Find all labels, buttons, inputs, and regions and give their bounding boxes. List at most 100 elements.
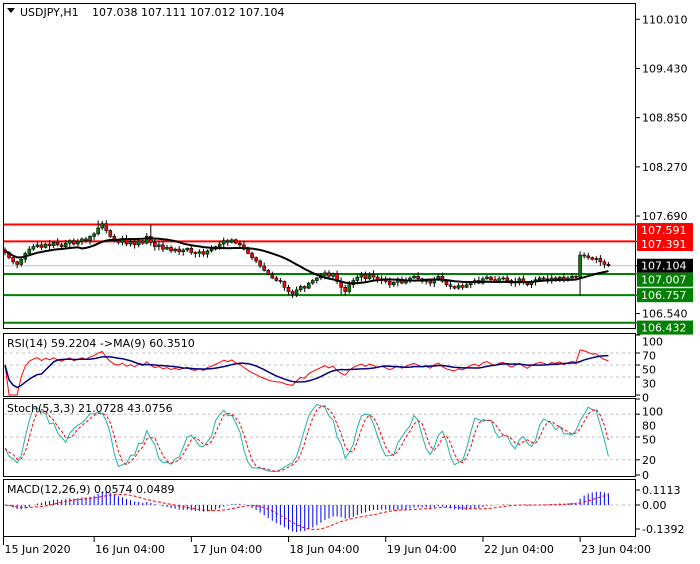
bull-candle (51, 242, 56, 247)
bear-candle (193, 252, 198, 254)
bear-candle (169, 247, 173, 252)
bull-candle (306, 282, 311, 289)
bull-candle (558, 276, 562, 280)
level-price-box (637, 272, 693, 287)
macd-signal-line (4, 494, 609, 530)
bull-candle (43, 243, 48, 248)
bear-candle (116, 240, 121, 243)
bear-candle (274, 277, 279, 281)
axis-tick-label: 30 (642, 378, 656, 391)
bear-candle (282, 281, 287, 288)
bear-candle (541, 277, 546, 280)
time-label: 16 Jun 04:00 (95, 543, 165, 556)
bear-candle (582, 254, 586, 257)
ohlc-values: 107.038 107.111 107.012 107.104 (92, 6, 284, 19)
bull-candle (197, 251, 202, 254)
bear-candle (590, 257, 595, 260)
axis-tick-label: 100 (642, 406, 663, 419)
bear-candle (598, 258, 603, 263)
axis-tick-label: 0.00 (642, 499, 667, 512)
bear-candle (460, 285, 465, 288)
bear-candle (72, 240, 76, 245)
rsi-title: RSI(14) 59.2204 ->MA(9) 60.3510 (7, 337, 195, 350)
current-price-box (637, 258, 693, 273)
rsi-plot (4, 349, 635, 396)
bear-candle (505, 277, 510, 281)
bear-candle (553, 277, 558, 280)
price-tick-label: 108.850 (642, 112, 688, 125)
bear-candle (270, 274, 275, 279)
bear-candle (262, 265, 267, 271)
bear-candle (84, 238, 88, 241)
price-tick-label: 106.540 (642, 308, 688, 321)
bull-candle (144, 236, 149, 244)
bull-candle (76, 241, 80, 245)
bear-candle (250, 253, 254, 258)
macd-title: MACD(12,26,9) 0.0574 0.0489 (7, 483, 175, 496)
bear-candle (448, 284, 453, 287)
bear-candle (104, 223, 109, 231)
bear-candle (371, 274, 376, 278)
bull-candle (537, 277, 542, 280)
bear-candle (153, 242, 157, 247)
bull-candle (367, 274, 372, 280)
bear-candle (290, 291, 295, 295)
bull-candle (19, 258, 24, 265)
bull-candle (100, 223, 104, 229)
bear-candle (238, 242, 242, 246)
axis-tick-label: 80 (642, 420, 656, 433)
axis-tick-label: 100 (642, 336, 663, 349)
bear-candle (225, 240, 230, 243)
bull-candle (217, 243, 222, 247)
bear-candle (416, 275, 420, 280)
time-axis: 15 Jun 2020 16 Jun 04:00 17 Jun 04:00 18 Ju… (3, 537, 651, 556)
bull-candle (209, 248, 214, 252)
level-price-label: 107.391 (641, 238, 687, 251)
bull-candle (173, 248, 177, 252)
bear-candle (234, 239, 238, 244)
bull-candle (501, 277, 505, 280)
price-tick-label: 108.270 (642, 161, 688, 174)
bull-candle (594, 258, 599, 260)
bear-candle (266, 270, 271, 275)
bull-candle (128, 241, 133, 245)
level-price-box (637, 320, 693, 335)
bull-candle (570, 275, 574, 279)
bear-candle (47, 243, 52, 247)
bull-candle (436, 275, 441, 280)
time-label: 23 Jun 04:00 (581, 543, 651, 556)
level-price-box (637, 237, 693, 252)
bear-candle (428, 280, 433, 284)
bull-candle (92, 233, 96, 237)
bull-candle (96, 227, 100, 235)
bear-candle (343, 286, 348, 292)
bear-candle (55, 242, 60, 246)
bear-candle (108, 230, 113, 237)
moving-average-line (4, 237, 609, 285)
axis-tick-label: 70 (642, 350, 656, 363)
axis-tick-label: 0 (642, 392, 649, 405)
bull-candle (315, 277, 319, 281)
rsi-ma-line (4, 354, 609, 389)
bull-candle (63, 242, 68, 247)
bear-candle (327, 272, 331, 277)
time-label: 19 Jun 04:00 (387, 543, 457, 556)
time-label: 22 Jun 04:00 (484, 543, 554, 556)
rsi-panel-frame (3, 333, 636, 397)
bull-candle (80, 238, 84, 242)
level-price-box (637, 288, 693, 303)
bull-candle (181, 249, 185, 252)
axis-tick-label: 50 (642, 434, 656, 447)
bull-candle (221, 240, 226, 245)
triangle-down-icon[interactable] (7, 8, 15, 13)
symbol-label: USDJPY,H1 (20, 6, 79, 19)
bull-candle (298, 286, 303, 291)
bull-candle (157, 244, 161, 247)
time-label: 15 Jun 2020 (5, 543, 71, 556)
bear-candle (140, 240, 145, 244)
bear-candle (201, 251, 206, 255)
bear-candle (59, 244, 64, 247)
price-tick-label: 107.690 (642, 210, 688, 223)
